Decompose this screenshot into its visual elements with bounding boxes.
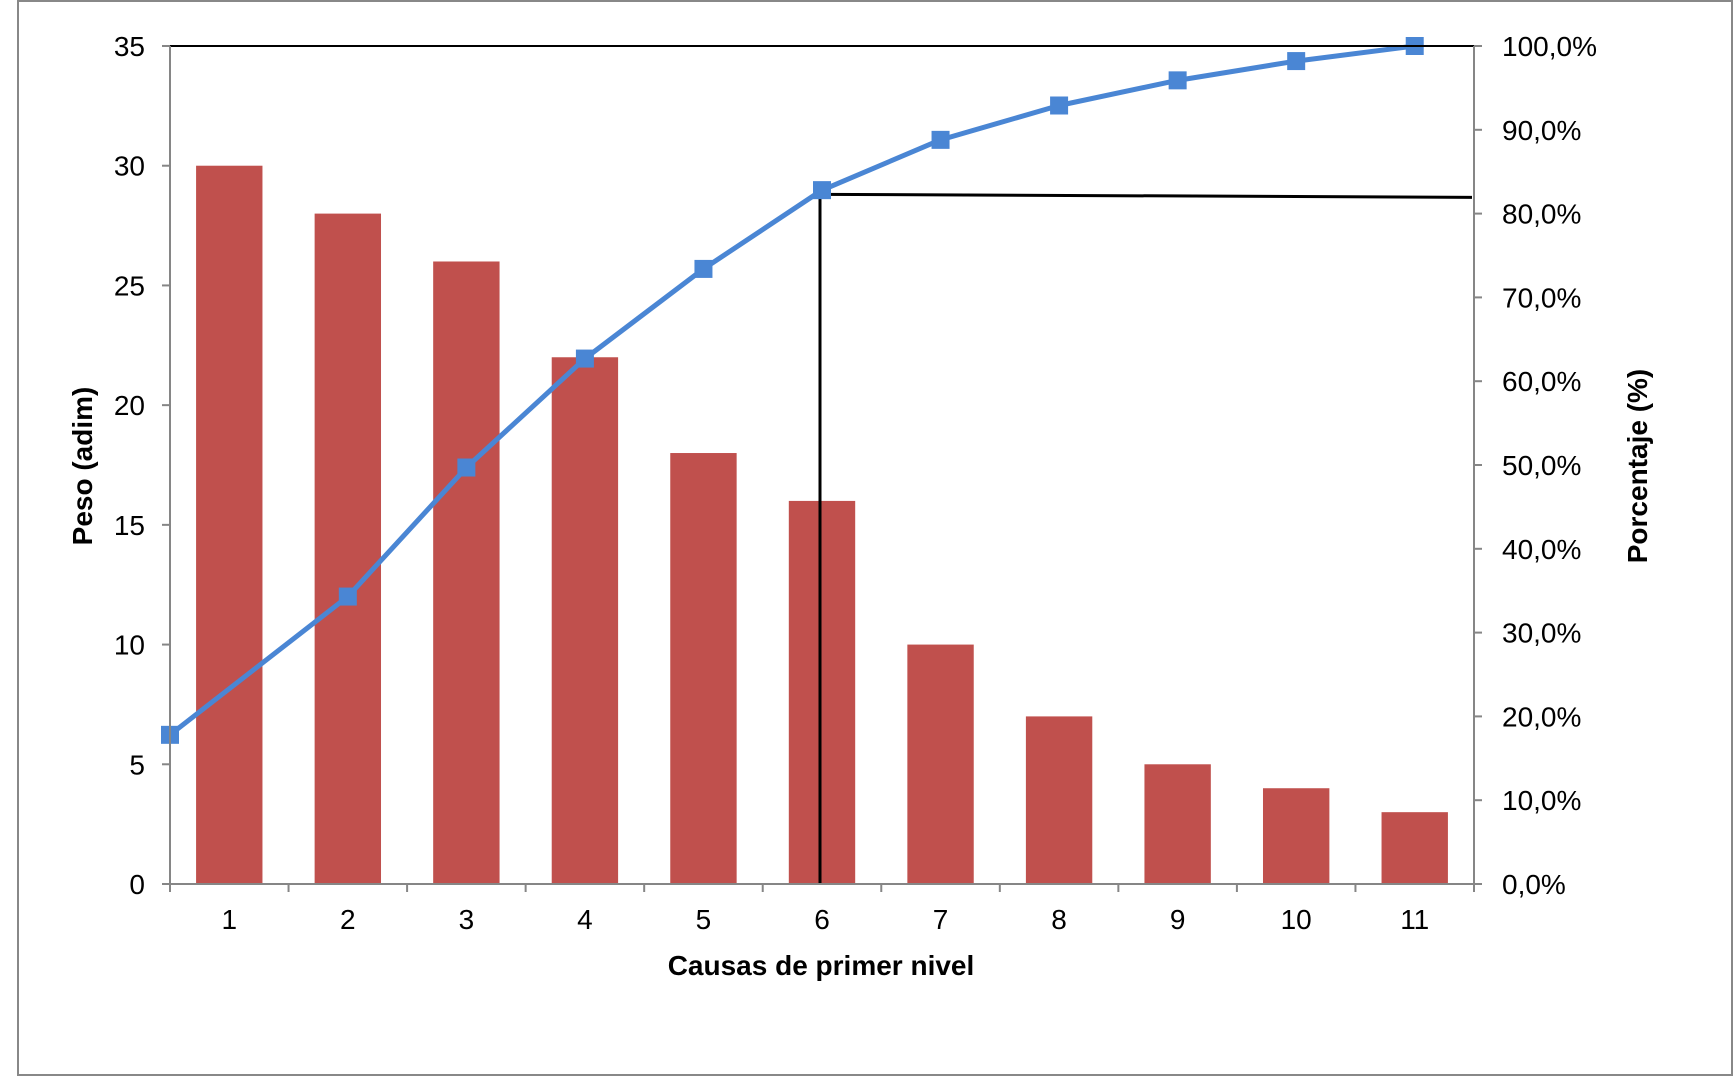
y-tick-label-10: 10 <box>114 630 145 661</box>
bar-6 <box>788 500 856 884</box>
y-tick-label-0: 0 <box>129 869 145 900</box>
y2-tick-label-0: 0,0% <box>1502 869 1566 900</box>
bar-2 <box>314 213 382 885</box>
y2-tick-label-10: 100,0% <box>1502 31 1597 62</box>
y-tick-label-15: 15 <box>114 510 145 541</box>
marks-layer <box>161 37 1473 885</box>
y2-tick-label-9: 90,0% <box>1502 115 1581 146</box>
x-tick-label-1: 1 <box>221 904 237 935</box>
x-tick-label-8: 8 <box>1051 904 1067 935</box>
y2-tick-label-5: 50,0% <box>1502 450 1581 481</box>
chart-border <box>17 0 1733 1076</box>
x-tick-label-6: 6 <box>814 904 830 935</box>
cumulative-marker-8 <box>1050 96 1069 115</box>
y-tick-label-5: 5 <box>129 749 145 780</box>
y-tick-label-25: 25 <box>114 270 145 301</box>
cumulative-marker-6 <box>813 181 831 200</box>
y2-tick-label-7: 70,0% <box>1502 282 1581 313</box>
x-tick-label-11: 11 <box>1400 904 1429 935</box>
x-tick-label-10: 10 <box>1281 904 1312 935</box>
x-axis-title: Causas de primer nivel <box>668 950 975 981</box>
y-axis-title: Peso (adim) <box>67 387 98 546</box>
y-tick-label-20: 20 <box>114 390 145 421</box>
cumulative-marker-5 <box>694 259 713 278</box>
x-tick-label-3: 3 <box>459 904 475 935</box>
cumulative-marker-4 <box>575 349 594 368</box>
x-tick-label-7: 7 <box>933 904 949 935</box>
cumulative-marker-3 <box>457 458 476 477</box>
y-tick-label-35: 35 <box>114 31 145 62</box>
bar-3 <box>433 261 500 884</box>
cumulative-marker-7 <box>931 130 950 149</box>
x-tick-label-9: 9 <box>1170 904 1186 935</box>
x-tick-label-4: 4 <box>577 904 593 935</box>
cumulative-marker-9 <box>1168 71 1187 90</box>
x-tick-label-5: 5 <box>696 904 712 935</box>
bar-5 <box>670 453 737 884</box>
bar-9 <box>1144 764 1211 884</box>
bar-10 <box>1262 788 1330 884</box>
y2-tick-label-6: 60,0% <box>1502 366 1581 397</box>
axes-layer: 051015202530350,0%10,0%20,0%30,0%40,0%50… <box>114 31 1597 935</box>
y2-tick-label-3: 30,0% <box>1502 618 1581 649</box>
bar-8 <box>1025 716 1093 884</box>
y2-axis-title: Porcentaje (%) <box>1622 369 1653 564</box>
y2-tick-label-1: 10,0% <box>1502 785 1581 816</box>
cumulative-marker-2 <box>338 587 357 606</box>
y-tick-label-30: 30 <box>114 151 145 182</box>
y2-tick-label-2: 20,0% <box>1502 701 1581 732</box>
bar-7 <box>907 644 974 884</box>
y2-tick-label-8: 80,0% <box>1502 199 1581 230</box>
pareto-cutoff-horizontal <box>819 192 1473 199</box>
bar-11 <box>1381 812 1448 884</box>
bar-4 <box>551 357 619 884</box>
y2-tick-label-4: 40,0% <box>1502 534 1581 565</box>
bar-1 <box>196 165 263 884</box>
cumulative-marker-10 <box>1287 52 1306 71</box>
x-tick-label-2: 2 <box>340 904 356 935</box>
